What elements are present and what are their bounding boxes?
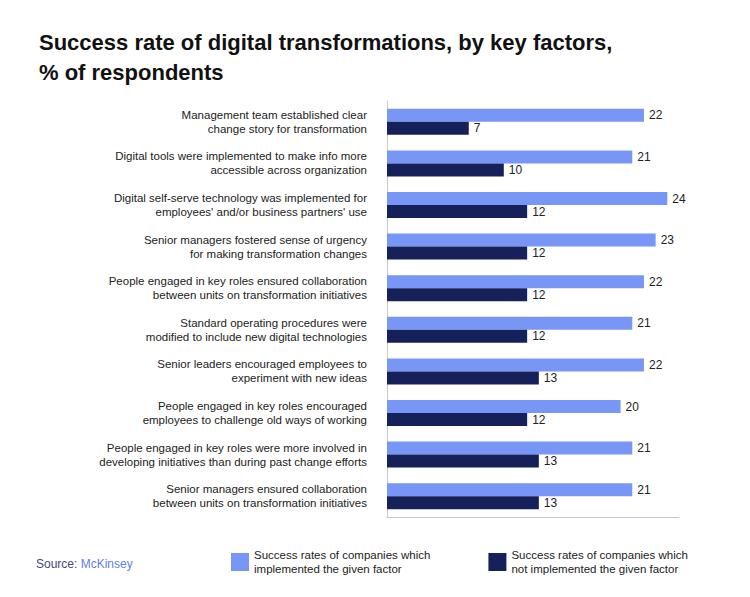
svg-text:% of respondents: % of respondents bbox=[39, 60, 224, 85]
svg-text:modified to include new digita: modified to include new digital technolo… bbox=[146, 331, 367, 343]
svg-text:Digital self-serve technology: Digital self-serve technology was implem… bbox=[114, 192, 367, 204]
svg-text:24: 24 bbox=[672, 192, 686, 206]
svg-text:Standard operating procedures: Standard operating procedures were bbox=[180, 317, 367, 329]
svg-text:12: 12 bbox=[532, 205, 546, 219]
svg-text:22: 22 bbox=[649, 275, 663, 289]
svg-text:Senior leaders encouraged empl: Senior leaders encouraged employees to bbox=[157, 358, 367, 370]
svg-text:employees' and/or business par: employees' and/or business partners' use bbox=[155, 206, 367, 218]
svg-text:for making transformation chan: for making transformation changes bbox=[190, 248, 367, 260]
svg-text:20: 20 bbox=[626, 400, 640, 414]
svg-text:experiment with new ideas: experiment with new ideas bbox=[231, 372, 367, 384]
svg-text:accessible across organization: accessible across organization bbox=[210, 164, 367, 176]
svg-text:People engaged in key roles en: People engaged in key roles ensured coll… bbox=[109, 275, 367, 287]
svg-text:between units on transformatio: between units on transformation initiati… bbox=[153, 497, 367, 509]
svg-text:13: 13 bbox=[544, 371, 558, 385]
svg-text:not implemented the given fact: not implemented the given factor bbox=[511, 563, 678, 575]
svg-text:employees to challenge old way: employees to challenge old ways of worki… bbox=[143, 414, 367, 426]
svg-text:People engaged in key roles we: People engaged in key roles were more in… bbox=[107, 442, 367, 454]
svg-text:developing initiatives than du: developing initiatives than during past … bbox=[99, 456, 367, 468]
svg-text:12: 12 bbox=[532, 246, 546, 260]
svg-text:12: 12 bbox=[532, 413, 546, 427]
svg-text:McKinsey: McKinsey bbox=[81, 557, 133, 571]
svg-text:Success rate of digital transf: Success rate of digital transformations,… bbox=[39, 30, 612, 55]
svg-text:22: 22 bbox=[649, 108, 663, 122]
svg-text:Success rates of companies whi: Success rates of companies which bbox=[511, 549, 687, 561]
svg-text:Source:: Source: bbox=[36, 557, 81, 571]
svg-text:22: 22 bbox=[649, 358, 663, 372]
svg-text:Senior managers fostered sense: Senior managers fostered sense of urgenc… bbox=[144, 234, 367, 246]
svg-text:Management team established cl: Management team established clear bbox=[182, 109, 368, 121]
svg-text:23: 23 bbox=[661, 233, 675, 247]
svg-text:13: 13 bbox=[544, 496, 558, 510]
svg-text:7: 7 bbox=[474, 121, 481, 135]
svg-text:People engaged in key roles en: People engaged in key roles encouraged bbox=[158, 400, 367, 412]
svg-text:21: 21 bbox=[637, 316, 651, 330]
svg-text:implemented the given factor: implemented the given factor bbox=[254, 563, 402, 575]
svg-text:change story for transformatio: change story for transformation bbox=[208, 123, 367, 135]
svg-text:21: 21 bbox=[637, 150, 651, 164]
svg-text:21: 21 bbox=[637, 441, 651, 455]
svg-text:13: 13 bbox=[544, 454, 558, 468]
svg-text:10: 10 bbox=[509, 163, 523, 177]
svg-text:Senior managers ensured collab: Senior managers ensured collaboration bbox=[166, 483, 367, 495]
svg-text:12: 12 bbox=[532, 329, 546, 343]
svg-text:between units on transformatio: between units on transformation initiati… bbox=[153, 289, 367, 301]
svg-text:12: 12 bbox=[532, 288, 546, 302]
svg-text:Success rates of companies whi: Success rates of companies which bbox=[254, 549, 430, 561]
svg-text:Digital tools were implemented: Digital tools were implemented to make i… bbox=[115, 150, 367, 162]
svg-text:21: 21 bbox=[637, 483, 651, 497]
